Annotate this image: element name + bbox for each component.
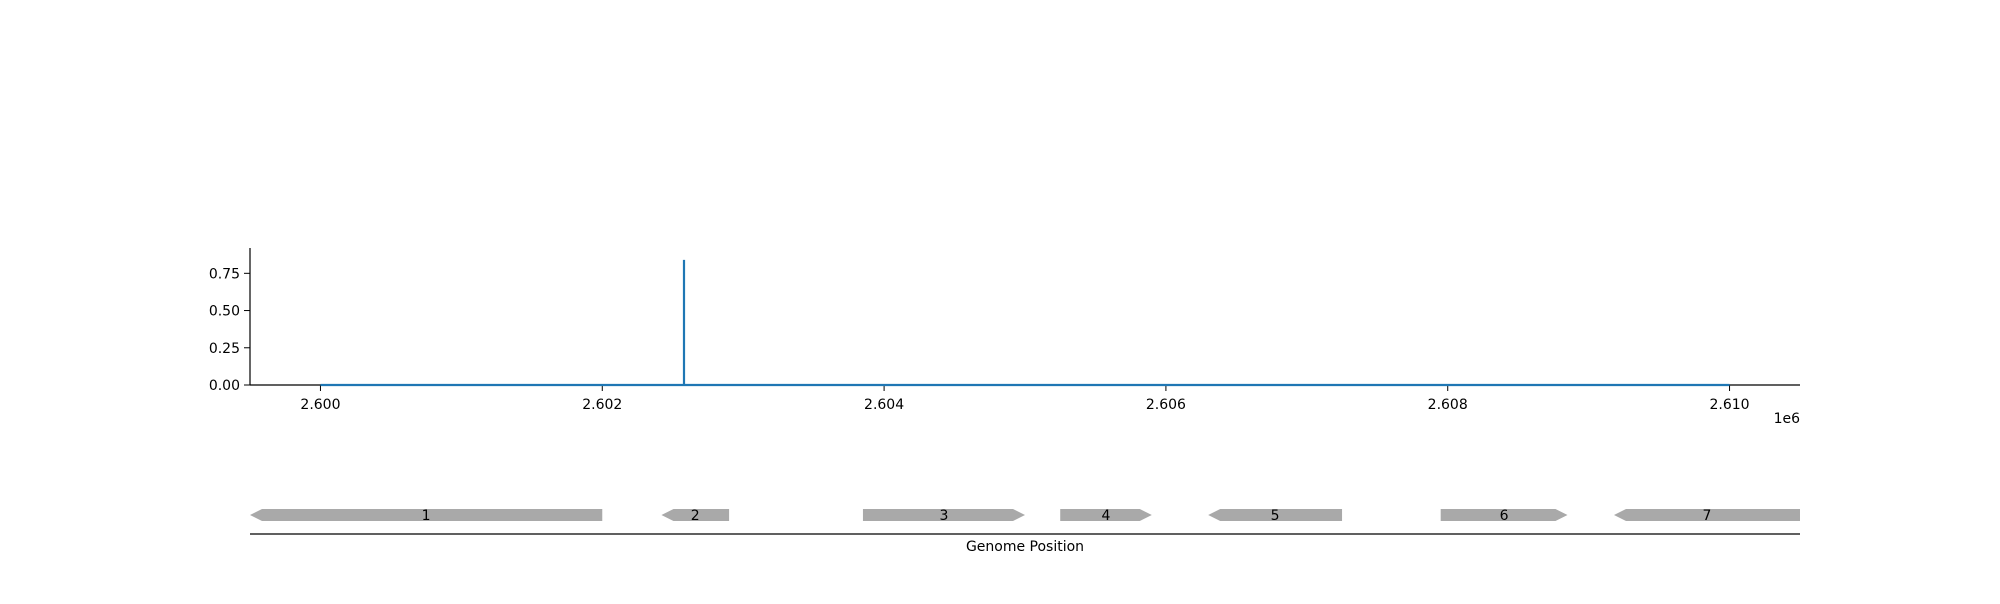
gene-label: 7 <box>1703 508 1712 524</box>
x-tick-label: 2.602 <box>582 397 622 413</box>
series-line <box>320 259 1730 387</box>
gene-arrow <box>661 509 730 521</box>
x-tick-label: 2.608 <box>1428 397 1468 413</box>
x-offset-label: 1e6 <box>1774 411 1801 427</box>
x-tick-label: 2.606 <box>1146 397 1186 413</box>
gene-arrow <box>250 509 603 521</box>
gene-label: 3 <box>940 508 949 524</box>
gene-arrow <box>1440 509 1568 521</box>
gene-track-panel: 1 2 3 4 5 6 7 Genome Position <box>250 508 1800 555</box>
y-tick-label: 0.75 <box>209 266 240 282</box>
y-tick-label: 0.50 <box>209 304 240 320</box>
x-tick-label: 2.604 <box>864 397 904 413</box>
gene-label: 6 <box>1500 508 1509 524</box>
x-tick-label: 2.600 <box>300 397 340 413</box>
gene-arrow <box>1614 509 1800 521</box>
gene-label: 2 <box>691 508 700 524</box>
y-tick-label: 0.00 <box>209 378 240 394</box>
signal-panel: 0.00 0.25 0.50 0.75 2.600 2.602 2.604 2.606 2.60… <box>209 248 1800 427</box>
gene-label: 5 <box>1271 508 1280 524</box>
gene-label: 1 <box>422 508 431 524</box>
gene-arrow <box>1208 509 1343 521</box>
x-tick-label: 2.610 <box>1709 397 1749 413</box>
gene-arrow <box>1060 509 1152 521</box>
y-tick-label: 0.25 <box>209 341 240 357</box>
gene-label: 4 <box>1102 508 1111 524</box>
gene-arrow <box>862 509 1025 521</box>
gene-axis-label: Genome Position <box>966 539 1084 555</box>
